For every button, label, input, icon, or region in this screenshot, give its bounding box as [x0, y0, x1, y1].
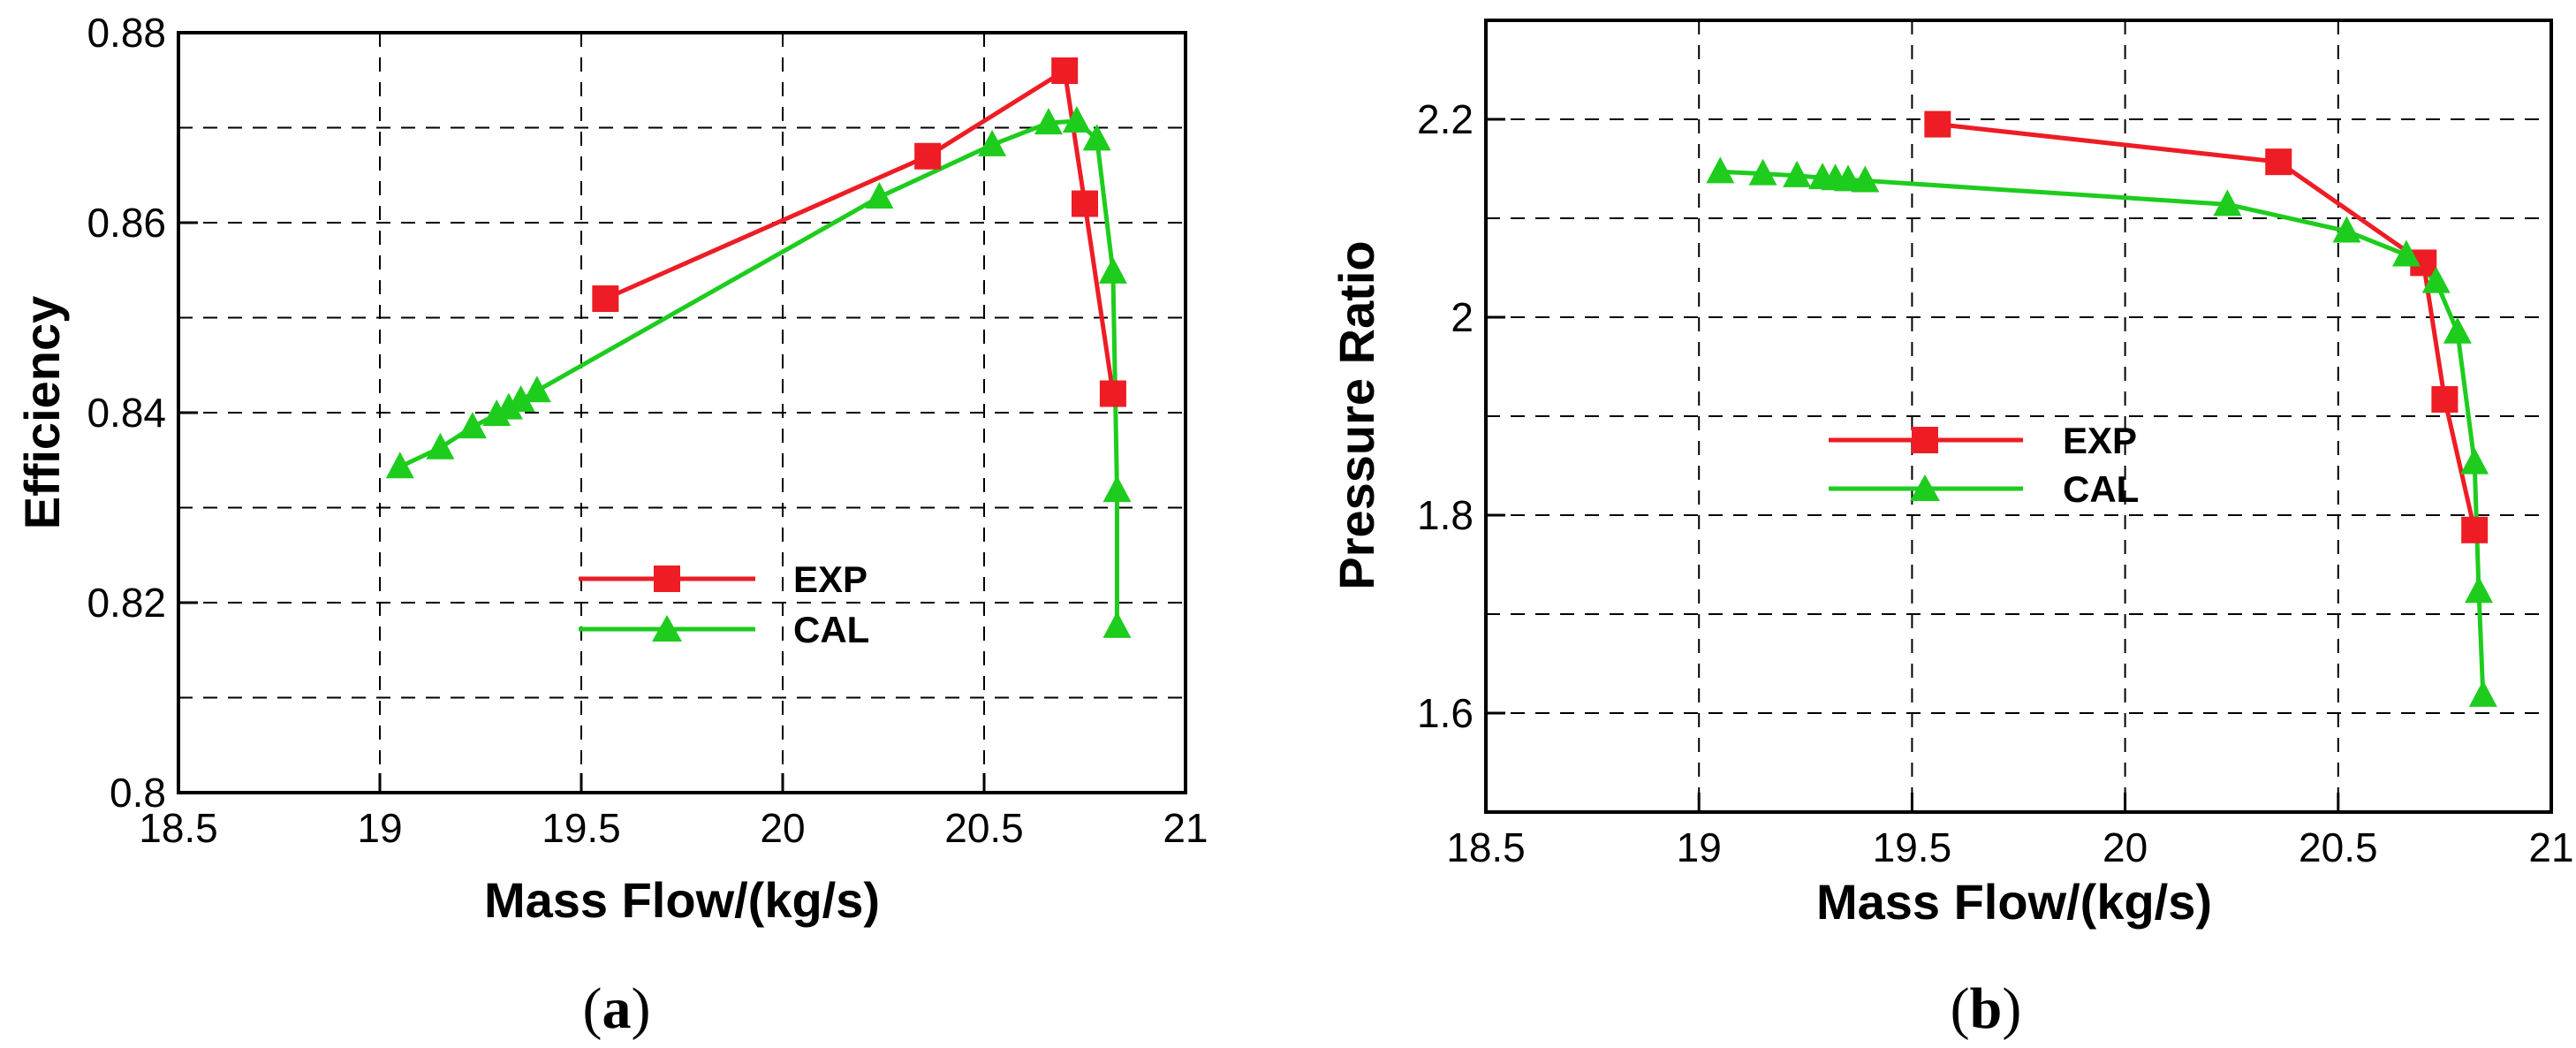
- chart-a-xtick-label: 19.5: [542, 805, 621, 851]
- chart-a-exp-point: [1099, 380, 1126, 407]
- chart-b-exp-point: [1924, 110, 1951, 138]
- chart-a-ytick-label: 0.84: [87, 390, 166, 436]
- chart-a-xtick-label: 20.5: [944, 805, 1024, 851]
- chart-b-cal-point: [2213, 189, 2242, 216]
- chart-a-legend: EXP CAL: [579, 558, 869, 650]
- chart-a-cal-point: [865, 181, 894, 209]
- chart-b-cal-point: [1706, 156, 1735, 184]
- chart-b-exp-point: [2265, 148, 2292, 176]
- chart-a-cal-point: [522, 376, 551, 403]
- chart-a-cal-point: [1102, 475, 1132, 503]
- chart-b: 18.5 19 19.5 20 20.5 21 1.6 1.8 2 2.2 Mass Flow/(…: [1329, 19, 2574, 1041]
- chart-b-cal-point: [2460, 447, 2489, 475]
- chart-b-plot-frame: [1484, 19, 2553, 814]
- chart-a-ytick-label: 0.8: [110, 770, 166, 816]
- chart-a-ytick-label: 0.88: [87, 10, 166, 56]
- chart-a-legend-exp-label: EXP: [793, 558, 868, 600]
- chart-a-exp-point: [1072, 190, 1098, 217]
- chart-a-panel-label: (a): [583, 976, 651, 1041]
- chart-b-grid: [1486, 20, 2551, 812]
- chart-b-ytick-label: 1.8: [1417, 492, 1474, 538]
- chart-a-series: [385, 57, 1132, 638]
- chart-a-legend-exp-marker: [654, 566, 680, 592]
- chart-a-cal-point: [385, 452, 414, 479]
- chart-a-legend-cal-marker: [652, 615, 682, 642]
- chart-b-cal-point: [2421, 266, 2451, 293]
- chart-a-legend-cal-label: CAL: [793, 609, 869, 650]
- chart-b-ytick-label: 2: [1451, 294, 1474, 340]
- chart-a-ylabel: Efficiency: [14, 296, 70, 530]
- chart-b-xtick-label: 20.5: [2299, 824, 2378, 870]
- chart-b-xtick-label: 18.5: [1446, 824, 1526, 870]
- chart-b-legend-exp-label: EXP: [2063, 420, 2137, 461]
- chart-b-legend-exp-marker: [1912, 427, 1938, 453]
- chart-a-cal-point: [458, 412, 487, 439]
- chart-b-series: [1706, 110, 2497, 707]
- chart-a-exp-point: [914, 142, 942, 170]
- chart-a-cal-point: [1098, 256, 1127, 284]
- chart-b-cal-point: [1748, 158, 1777, 186]
- chart-b-legend: EXP CAL: [1829, 420, 2139, 510]
- chart-a-cal-point: [1082, 124, 1111, 151]
- chart-b-xtick-label: 21: [2528, 824, 2573, 870]
- chart-b-xtick-label: 19: [1677, 824, 1722, 870]
- chart-a-cal-line: [398, 118, 1119, 627]
- chart-b-ylabel: Pressure Ratio: [1329, 240, 1384, 589]
- chart-b-cal-point: [2391, 239, 2421, 267]
- chart-b-cal-point: [2464, 576, 2493, 604]
- chart-b-cal-point: [1783, 160, 1812, 187]
- chart-a: 18.5 19 19.5 20 20.5 21 0.8 0.82 0.84 0.86 0.88 Ma…: [14, 10, 1208, 1041]
- chart-b-xtick-label: 19.5: [1873, 824, 1952, 870]
- chart-a-cal-point: [978, 129, 1007, 156]
- chart-a-cal-point: [426, 432, 455, 459]
- chart-a-cal-point: [482, 399, 511, 427]
- chart-b-cal-point: [2332, 216, 2361, 243]
- chart-b-xtick-label: 20: [2102, 824, 2148, 870]
- chart-a-grid: [178, 33, 1186, 793]
- chart-b-cal-point: [2468, 680, 2497, 707]
- chart-a-exp-point: [1051, 57, 1079, 84]
- chart-a-xlabel: Mass Flow/(kg/s): [484, 872, 880, 928]
- chart-b-cal-point: [1851, 165, 1880, 193]
- chart-a-ytick-label: 0.82: [87, 580, 166, 626]
- chart-a-cal-point: [1102, 611, 1132, 638]
- chart-a-exp-line: [604, 68, 1116, 394]
- chart-b-ticks: 18.5 19 19.5 20 20.5 21 1.6 1.8 2 2.2: [1417, 96, 2574, 870]
- chart-b-panel-label: (b): [1951, 976, 2022, 1041]
- chart-b-xlabel: Mass Flow/(kg/s): [1816, 874, 2212, 930]
- chart-a-exp-point: [592, 285, 619, 312]
- chart-b-legend-cal-label: CAL: [2063, 468, 2139, 510]
- chart-a-xtick-label: 21: [1163, 805, 1208, 851]
- chart-b-exp-point: [2461, 516, 2489, 543]
- chart-b-cal-point: [2443, 316, 2472, 344]
- chart-b-exp-line: [1937, 122, 2477, 531]
- chart-b-ytick-label: 2.2: [1417, 96, 1474, 142]
- chart-a-cal-point: [506, 385, 535, 413]
- chart-a-xtick-label: 19: [357, 805, 402, 851]
- chart-a-xtick-label: 18.5: [139, 805, 218, 851]
- chart-b-exp-point: [2431, 385, 2459, 413]
- chart-a-ticks: 18.5 19 19.5 20 20.5 21 0.8 0.82 0.84 0.86 0.88: [87, 10, 1208, 851]
- chart-b-ytick-label: 1.6: [1417, 690, 1474, 736]
- chart-a-cal-point: [1062, 105, 1091, 133]
- chart-a-cal-point: [494, 392, 523, 420]
- chart-a-ytick-label: 0.86: [87, 200, 166, 246]
- chart-a-xtick-label: 20: [760, 805, 805, 851]
- chart-a-cal-point: [1034, 108, 1063, 135]
- chart-b-legend-cal-marker: [1910, 475, 1940, 501]
